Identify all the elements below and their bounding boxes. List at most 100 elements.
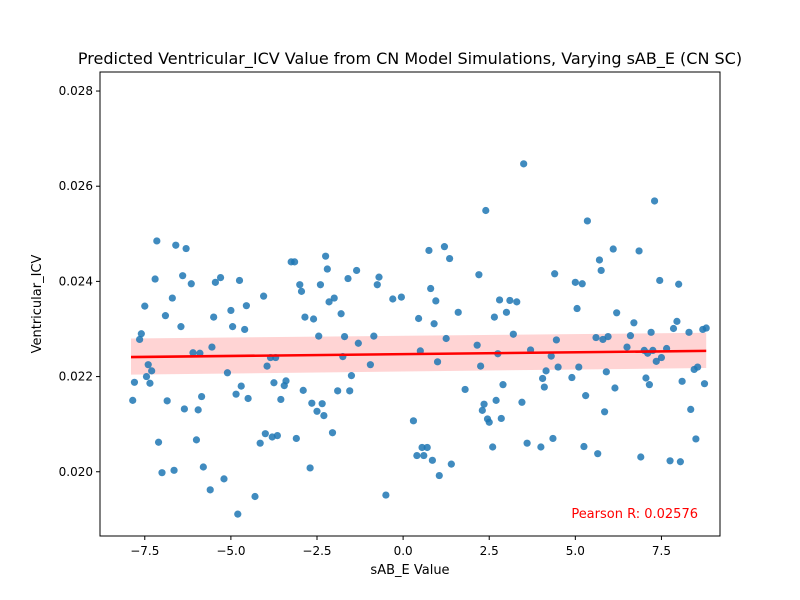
data-point: [260, 292, 268, 300]
data-point: [552, 336, 560, 344]
data-point: [609, 245, 617, 253]
x-tick-label: −2.5: [302, 544, 331, 558]
data-point: [513, 298, 521, 306]
y-axis-label: Ventricular_ICV: [30, 255, 45, 354]
data-point: [482, 206, 490, 215]
x-tick-label: −5.0: [216, 544, 245, 558]
data-point: [497, 414, 505, 423]
data-point: [495, 296, 504, 304]
data-point: [502, 308, 511, 316]
data-point: [446, 254, 454, 263]
data-point: [447, 460, 455, 468]
data-point: [539, 374, 547, 383]
data-point: [432, 297, 440, 305]
data-point: [582, 392, 590, 400]
data-point: [244, 394, 252, 403]
data-point: [433, 358, 442, 366]
data-point: [418, 443, 426, 452]
data-point: [473, 341, 481, 349]
data-point: [234, 510, 242, 518]
data-point: [440, 243, 449, 251]
data-point: [542, 367, 550, 375]
regression-line-layer: [130, 349, 707, 359]
data-point: [430, 320, 438, 328]
data-point: [182, 244, 190, 253]
pearson-r-annotation: Pearson R: 0.02576: [571, 507, 698, 522]
data-point: [485, 418, 493, 426]
data-point: [678, 377, 686, 385]
data-point: [580, 442, 588, 451]
data-point: [194, 406, 202, 414]
data-point: [601, 408, 609, 416]
data-point: [571, 278, 579, 286]
data-point: [208, 343, 216, 351]
data-point: [199, 463, 207, 471]
data-point: [192, 436, 201, 444]
data-point: [687, 405, 695, 414]
data-point: [650, 197, 659, 205]
data-point: [382, 491, 390, 499]
data-point: [318, 400, 326, 408]
data-point: [568, 373, 576, 382]
data-point: [229, 323, 237, 331]
x-tick-label: 5.0: [566, 544, 585, 558]
data-point: [161, 312, 170, 320]
data-point: [261, 430, 269, 438]
data-point: [551, 270, 559, 278]
data-point: [137, 330, 145, 338]
data-point: [144, 361, 152, 369]
data-point: [547, 352, 555, 360]
data-point: [626, 332, 635, 340]
data-point: [141, 302, 149, 310]
data-point: [602, 368, 610, 376]
data-point: [306, 464, 314, 472]
data-point: [523, 439, 531, 447]
data-point: [375, 273, 383, 281]
data-point: [537, 443, 545, 451]
data-point: [313, 407, 321, 415]
data-point: [669, 324, 678, 333]
data-point: [198, 392, 206, 401]
data-point: [330, 294, 338, 302]
data-point: [657, 353, 666, 362]
data-point: [153, 237, 161, 245]
data-point: [366, 361, 374, 369]
data-point: [163, 397, 171, 405]
data-point: [694, 363, 702, 371]
data-point: [179, 272, 187, 280]
data-point: [130, 378, 139, 386]
data-point: [216, 273, 225, 282]
chart-title: Predicted Ventricular_ICV Value from CN …: [78, 49, 742, 69]
data-point: [344, 274, 352, 283]
data-point: [292, 434, 300, 443]
data-point: [666, 457, 674, 465]
data-point: [409, 417, 418, 425]
data-point: [146, 379, 154, 387]
data-point: [611, 384, 619, 392]
data-point: [702, 324, 710, 332]
y-tick-label: 0.026: [59, 179, 93, 193]
data-point: [297, 287, 306, 295]
data-point: [397, 293, 405, 301]
data-point: [442, 334, 450, 343]
data-point: [142, 372, 151, 381]
data-point: [700, 380, 709, 388]
data-point: [323, 265, 331, 273]
data-point: [263, 362, 271, 370]
data-points-layer: [129, 160, 710, 518]
data-point: [676, 458, 684, 466]
data-point: [320, 412, 328, 420]
data-point: [151, 275, 159, 283]
data-point: [477, 362, 485, 370]
data-point: [480, 400, 488, 408]
data-point: [136, 335, 144, 344]
data-point: [435, 471, 443, 480]
data-point: [177, 323, 185, 331]
data-point: [270, 379, 278, 387]
data-point: [454, 308, 462, 316]
data-point: [597, 266, 605, 275]
data-point: [425, 246, 433, 255]
data-point: [328, 429, 337, 437]
x-axis-ticks: −7.5 −5.0 −2.5 0.0 2.5 5.0 7.5: [130, 536, 671, 558]
data-point: [180, 405, 188, 413]
